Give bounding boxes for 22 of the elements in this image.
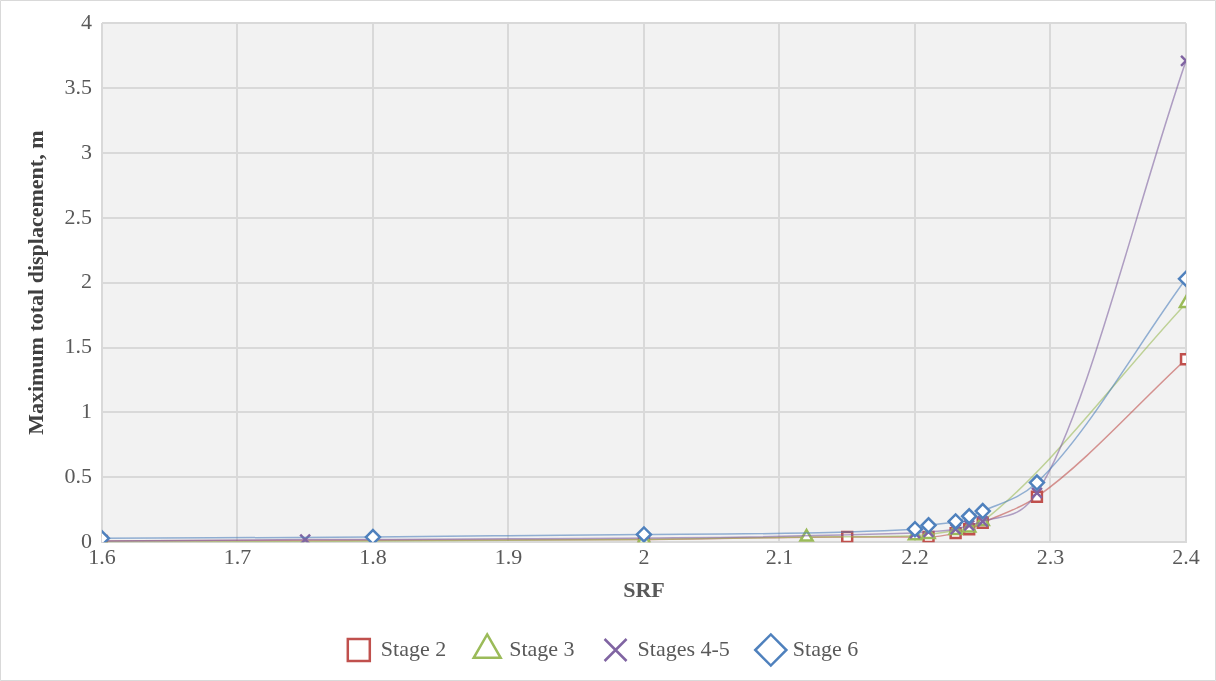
x-tick-label: 2 <box>638 544 650 570</box>
y-tick-label: 2 <box>80 268 92 294</box>
y-tick-label: 4 <box>80 8 92 34</box>
y-tick-label: 3 <box>80 138 92 164</box>
y-tick-label: 1 <box>80 398 92 424</box>
x-tick-label: 2.2 <box>901 544 929 570</box>
y-tick-label: 1.5 <box>64 333 92 359</box>
y-tick-label: 3.5 <box>64 73 92 99</box>
x-tick-label: 2.3 <box>1036 544 1065 570</box>
x-tick-label: 1.8 <box>359 544 387 570</box>
legend-label: Stage 6 <box>792 635 859 661</box>
x-tick-label: 1.7 <box>223 544 252 570</box>
x-tick-label: 2.4 <box>1172 544 1200 570</box>
legend-label: Stages 4-5 <box>637 635 730 661</box>
y-axis-title: Maximum total displacement, m <box>22 130 48 435</box>
y-tick-label: 0.5 <box>64 463 92 489</box>
x-tick-label: 1.9 <box>494 544 523 570</box>
y-tick-label: 2.5 <box>64 203 92 229</box>
legend-label: Stage 3 <box>509 635 575 661</box>
legend-label: Stage 2 <box>380 635 447 661</box>
x-tick-label: 2.1 <box>765 544 794 570</box>
x-axis-title: SRF <box>623 577 665 603</box>
